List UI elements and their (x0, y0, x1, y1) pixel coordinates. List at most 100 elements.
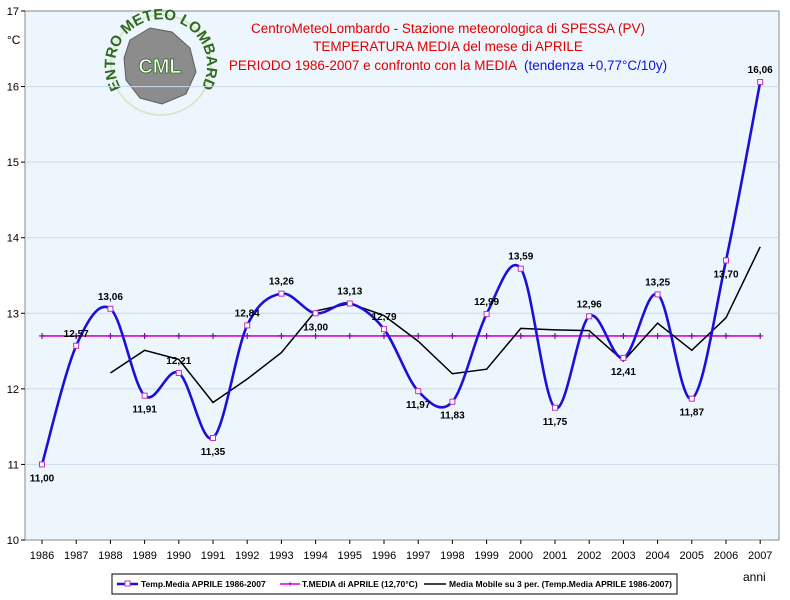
average-point-1999 (483, 332, 490, 339)
y-tick-label-12: 12 (7, 384, 19, 396)
x-axis-label: anni (743, 570, 766, 584)
chart-title-period: PERIODO 1986-2007 e confronto con la MED… (229, 58, 517, 73)
temperature-point-1986 (39, 461, 45, 468)
legend-label-temperature: Temp.Media APRILE 1986-2007 (141, 579, 266, 589)
average-point-1988 (107, 332, 114, 339)
average-point-1986 (39, 332, 45, 339)
x-tick-label-2007: 2007 (748, 550, 772, 562)
temperature-point-2004 (654, 291, 661, 298)
data-label-1991: 11,35 (201, 447, 226, 458)
data-label-1997: 11,97 (406, 400, 431, 411)
legend: Temp.Media APRILE 1986-2007 + T.MEDIA di… (111, 573, 678, 595)
x-tick-label-1996: 1996 (372, 550, 396, 562)
temperature-point-2003 (620, 354, 627, 361)
gridlines (25, 86, 779, 465)
temperature-line (40, 81, 762, 465)
x-tick-label-1992: 1992 (235, 550, 259, 562)
legend-marker-temperature (124, 580, 131, 587)
x-tick-label-2003: 2003 (611, 550, 635, 562)
chart-title-line3: PERIODO 1986-2007 e confronto con la MED… (229, 58, 667, 73)
legend-marker-average: + (287, 580, 293, 591)
average-point-1987 (73, 332, 80, 339)
temperature-point-2007 (757, 79, 764, 86)
average-point-1994 (312, 332, 319, 339)
temperature-point-1996 (381, 326, 387, 333)
y-tick-label-13: 13 (7, 308, 19, 320)
temperature-point-2000 (517, 265, 524, 272)
data-label-2003: 12,41 (611, 367, 636, 378)
series-monthly-average (39, 332, 764, 339)
temperature-point-1999 (483, 311, 490, 318)
legend-label-average: T.MEDIA di APRILE (12,70°C) (302, 579, 418, 589)
data-label-1998: 11,83 (440, 411, 465, 422)
y-tick-label-16: 16 (7, 82, 19, 94)
temperature-point-2006 (723, 257, 729, 264)
data-label-1986: 11,00 (30, 473, 55, 484)
x-tick-label-1990: 1990 (167, 550, 191, 562)
data-label-1990: 12,21 (166, 356, 191, 367)
data-label-2002: 12,96 (577, 299, 602, 310)
series-temperature (39, 79, 764, 468)
data-label-1992: 12,84 (235, 308, 260, 319)
data-label-2001: 11,75 (543, 417, 568, 428)
temperature-point-1987 (73, 342, 80, 349)
chart-title-trend: (tendenza +0,77°C/10y) (524, 58, 667, 73)
y-axis: 10 11 12 13 14 15 16 17 (7, 6, 25, 547)
x-tick-label-1987: 1987 (64, 550, 88, 562)
average-point-2004 (654, 332, 661, 339)
lombardy-map-icon (123, 27, 197, 105)
data-label-2006: 13,70 (713, 269, 738, 280)
data-label-2005: 11,87 (680, 408, 705, 419)
data-label-1996: 12,79 (371, 312, 396, 323)
data-label-1988: 13,06 (98, 292, 123, 303)
y-tick-label-10: 10 (7, 535, 19, 547)
average-point-1990 (175, 332, 182, 339)
average-point-2001 (552, 332, 558, 339)
data-labels: 11,00 12,57 13,06 11,91 12,21 11,35 12,84 13,26… (30, 65, 773, 484)
average-point-1993 (278, 332, 285, 339)
x-axis: 1986 1987 1988 1989 1990 1991 1992 1993 1994 1995… (30, 540, 772, 562)
x-tick-label-1989: 1989 (132, 550, 156, 562)
temperature-point-1994 (312, 310, 319, 317)
data-label-1994: 13,00 (303, 322, 328, 333)
logo-ring (110, 14, 212, 116)
x-tick-label-1994: 1994 (303, 550, 327, 562)
average-point-2000 (517, 332, 524, 339)
temperature-point-2001 (552, 404, 558, 411)
y-axis-unit: °C (7, 33, 21, 47)
data-label-1987: 12,57 (64, 329, 89, 340)
average-point-2003 (620, 332, 627, 339)
logo-initials: CML (138, 56, 181, 78)
x-tick-label-1988: 1988 (98, 550, 122, 562)
temperature-point-1995 (346, 300, 353, 307)
chart-title-line1: CentroMeteoLombardo - Stazione meteorolo… (251, 21, 645, 36)
temperature-point-2005 (688, 395, 695, 402)
data-label-2007: 16,06 (748, 65, 773, 76)
x-tick-label-1997: 1997 (406, 550, 430, 562)
temperature-point-1992 (244, 322, 251, 329)
x-tick-label-2004: 2004 (645, 550, 669, 562)
x-tick-label-1993: 1993 (269, 550, 293, 562)
x-tick-label-2001: 2001 (543, 550, 567, 562)
temperature-point-2002 (586, 313, 593, 320)
temperature-point-1998 (449, 398, 456, 405)
y-tick-label-11: 11 (8, 459, 19, 471)
temperature-point-1993 (278, 290, 285, 297)
data-label-1999: 12,99 (474, 297, 499, 308)
data-label-2000: 13,59 (508, 252, 533, 263)
x-tick-label-1998: 1998 (440, 550, 464, 562)
average-point-1996 (381, 332, 387, 339)
data-label-1993: 13,26 (269, 277, 294, 288)
average-point-1997 (415, 332, 422, 339)
average-point-2007 (757, 332, 764, 339)
legend-label-moving-average: Media Mobile su 3 per. (Temp.Media APRIL… (449, 579, 672, 589)
temperature-point-1991 (210, 434, 216, 441)
average-point-1995 (346, 332, 353, 339)
average-point-1992 (244, 332, 251, 339)
x-tick-label-1986: 1986 (30, 550, 54, 562)
temperature-point-1989 (141, 392, 148, 399)
legend-box (111, 573, 678, 595)
data-label-1989: 11,91 (132, 405, 157, 416)
x-tick-label-1991: 1991 (201, 550, 225, 562)
